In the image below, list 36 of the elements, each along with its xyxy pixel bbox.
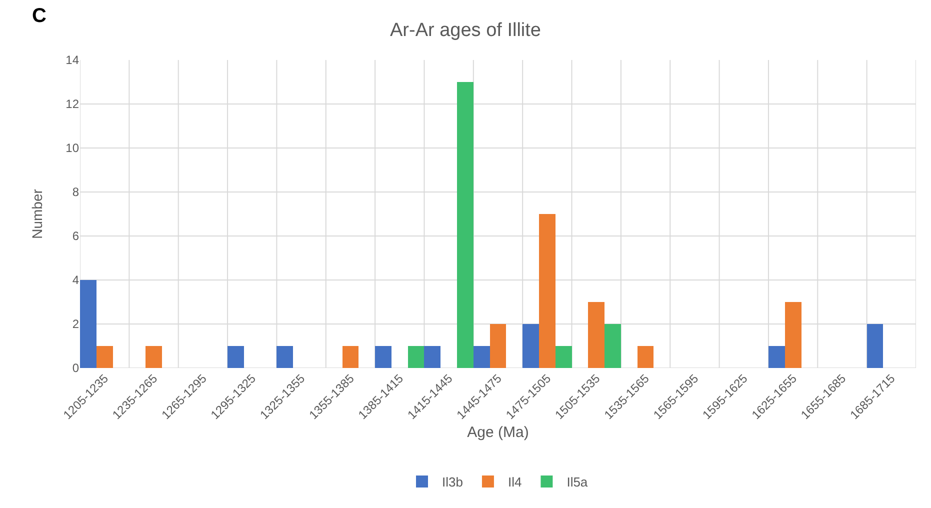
- bar: [784, 302, 802, 368]
- y-tick-label: 10: [66, 141, 80, 156]
- y-axis-title: Number: [29, 188, 45, 239]
- bar: [768, 346, 785, 368]
- y-tick-label: 12: [66, 97, 80, 112]
- legend-label: Il3b: [442, 474, 463, 490]
- bar: [538, 214, 556, 368]
- bar: [522, 324, 539, 368]
- bar: [146, 346, 162, 368]
- bar: [866, 324, 884, 368]
- y-tick-label: 8: [72, 185, 80, 200]
- legend-label: Il5a: [566, 474, 588, 490]
- bar: [80, 280, 96, 368]
- text: C: [32, 5, 46, 27]
- y-tick-label: 2: [72, 317, 80, 332]
- bar: [375, 346, 392, 368]
- bar: [490, 324, 506, 368]
- legend-label: Il4: [508, 474, 522, 490]
- chart-title: Ar-Ar ages of Illite: [390, 20, 541, 42]
- bar: [228, 346, 244, 368]
- bar: [342, 346, 359, 368]
- bar: [604, 324, 621, 368]
- bar: [588, 302, 605, 368]
- y-tick-label: 6: [72, 229, 80, 244]
- bar: [276, 346, 294, 368]
- x-axis-title: Age (Ma): [467, 424, 529, 441]
- bar: [637, 346, 654, 368]
- bar: [96, 346, 113, 368]
- y-tick-label: 4: [72, 273, 80, 288]
- bar: [408, 346, 424, 368]
- bar: [555, 346, 572, 368]
- bar: [457, 82, 474, 368]
- y-tick-label: 14: [66, 53, 80, 68]
- bar: [473, 346, 490, 368]
- bar: [424, 346, 441, 368]
- y-tick-label: 0: [72, 361, 80, 376]
